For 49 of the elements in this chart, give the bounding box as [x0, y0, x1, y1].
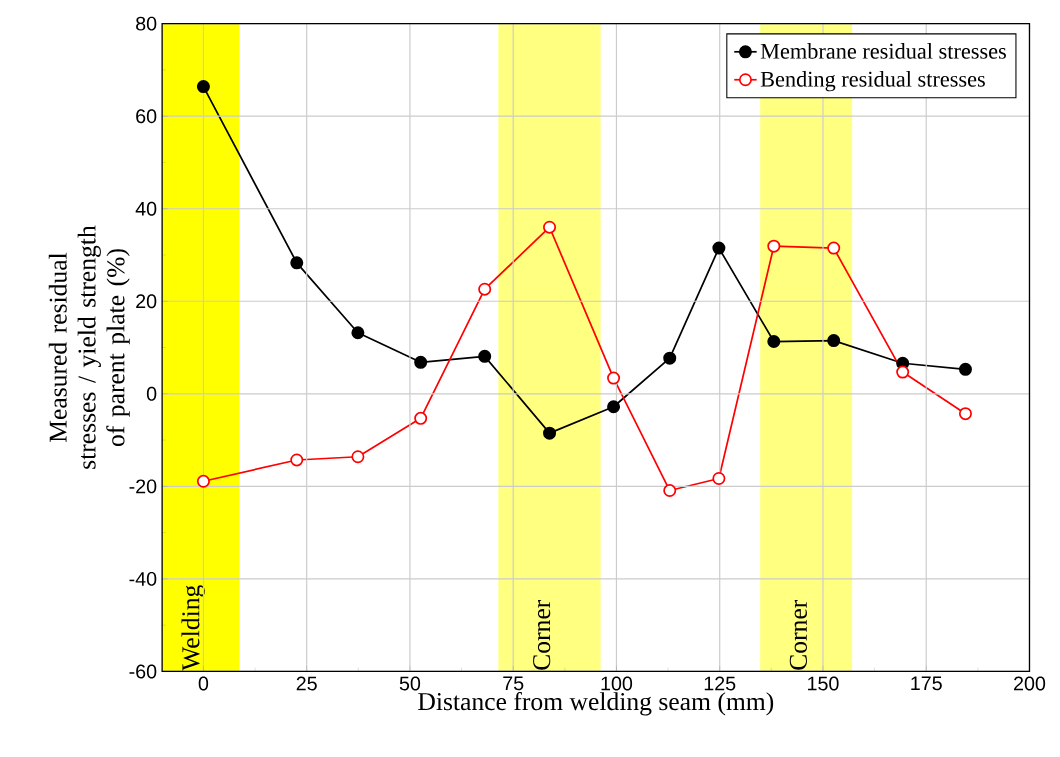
point — [767, 334, 781, 348]
point — [827, 334, 841, 348]
point — [196, 474, 210, 488]
x-tick-label: 100 — [601, 676, 633, 691]
point — [663, 351, 677, 365]
y-axis-title: Measured residual stresses / yield strength of parent plate (%) — [48, 225, 130, 469]
point — [478, 282, 492, 296]
point — [290, 256, 304, 270]
x-tick-label: 0 — [198, 676, 209, 691]
legend-label: Bending residual stresses — [760, 70, 985, 92]
x-tick-label: 75 — [503, 676, 524, 691]
point — [414, 411, 428, 425]
y-tick-label: -20 — [129, 479, 157, 494]
y-tick-label: -40 — [129, 571, 157, 586]
point — [414, 355, 428, 369]
x-axis-title: Distance from welding seam (mm) — [418, 691, 774, 716]
point — [958, 407, 972, 421]
point — [607, 400, 621, 414]
point — [478, 349, 492, 363]
y-tick-label: 80 — [136, 16, 157, 31]
point — [896, 365, 910, 379]
point — [712, 241, 726, 255]
x-tick-label: 50 — [399, 676, 421, 691]
band-label: Corner — [533, 599, 551, 670]
y-tick-label: 40 — [135, 201, 157, 216]
point — [543, 220, 557, 234]
point — [663, 483, 677, 497]
point — [607, 371, 621, 385]
point — [290, 453, 304, 467]
point — [351, 450, 365, 464]
point — [712, 471, 726, 485]
point — [827, 241, 841, 255]
x-tick-label: 175 — [911, 676, 942, 691]
y-tick-label: 20 — [136, 294, 157, 309]
x-tick-label: 150 — [808, 676, 839, 691]
point — [767, 239, 781, 253]
x-tick-label: 25 — [296, 676, 317, 691]
band-label: Corner — [789, 599, 807, 670]
point — [543, 426, 557, 440]
y-tick-label: 60 — [136, 109, 157, 124]
x-tick-label: 125 — [704, 676, 736, 691]
legend-label: Membrane residual stresses — [760, 43, 1006, 59]
y-tick-label: -60 — [129, 664, 157, 679]
point — [196, 80, 210, 94]
y-tick-label: 0 — [146, 386, 157, 401]
band-label: Welding — [181, 585, 205, 671]
point — [351, 326, 365, 340]
x-tick-label: 200 — [1014, 676, 1046, 691]
point — [958, 362, 972, 376]
